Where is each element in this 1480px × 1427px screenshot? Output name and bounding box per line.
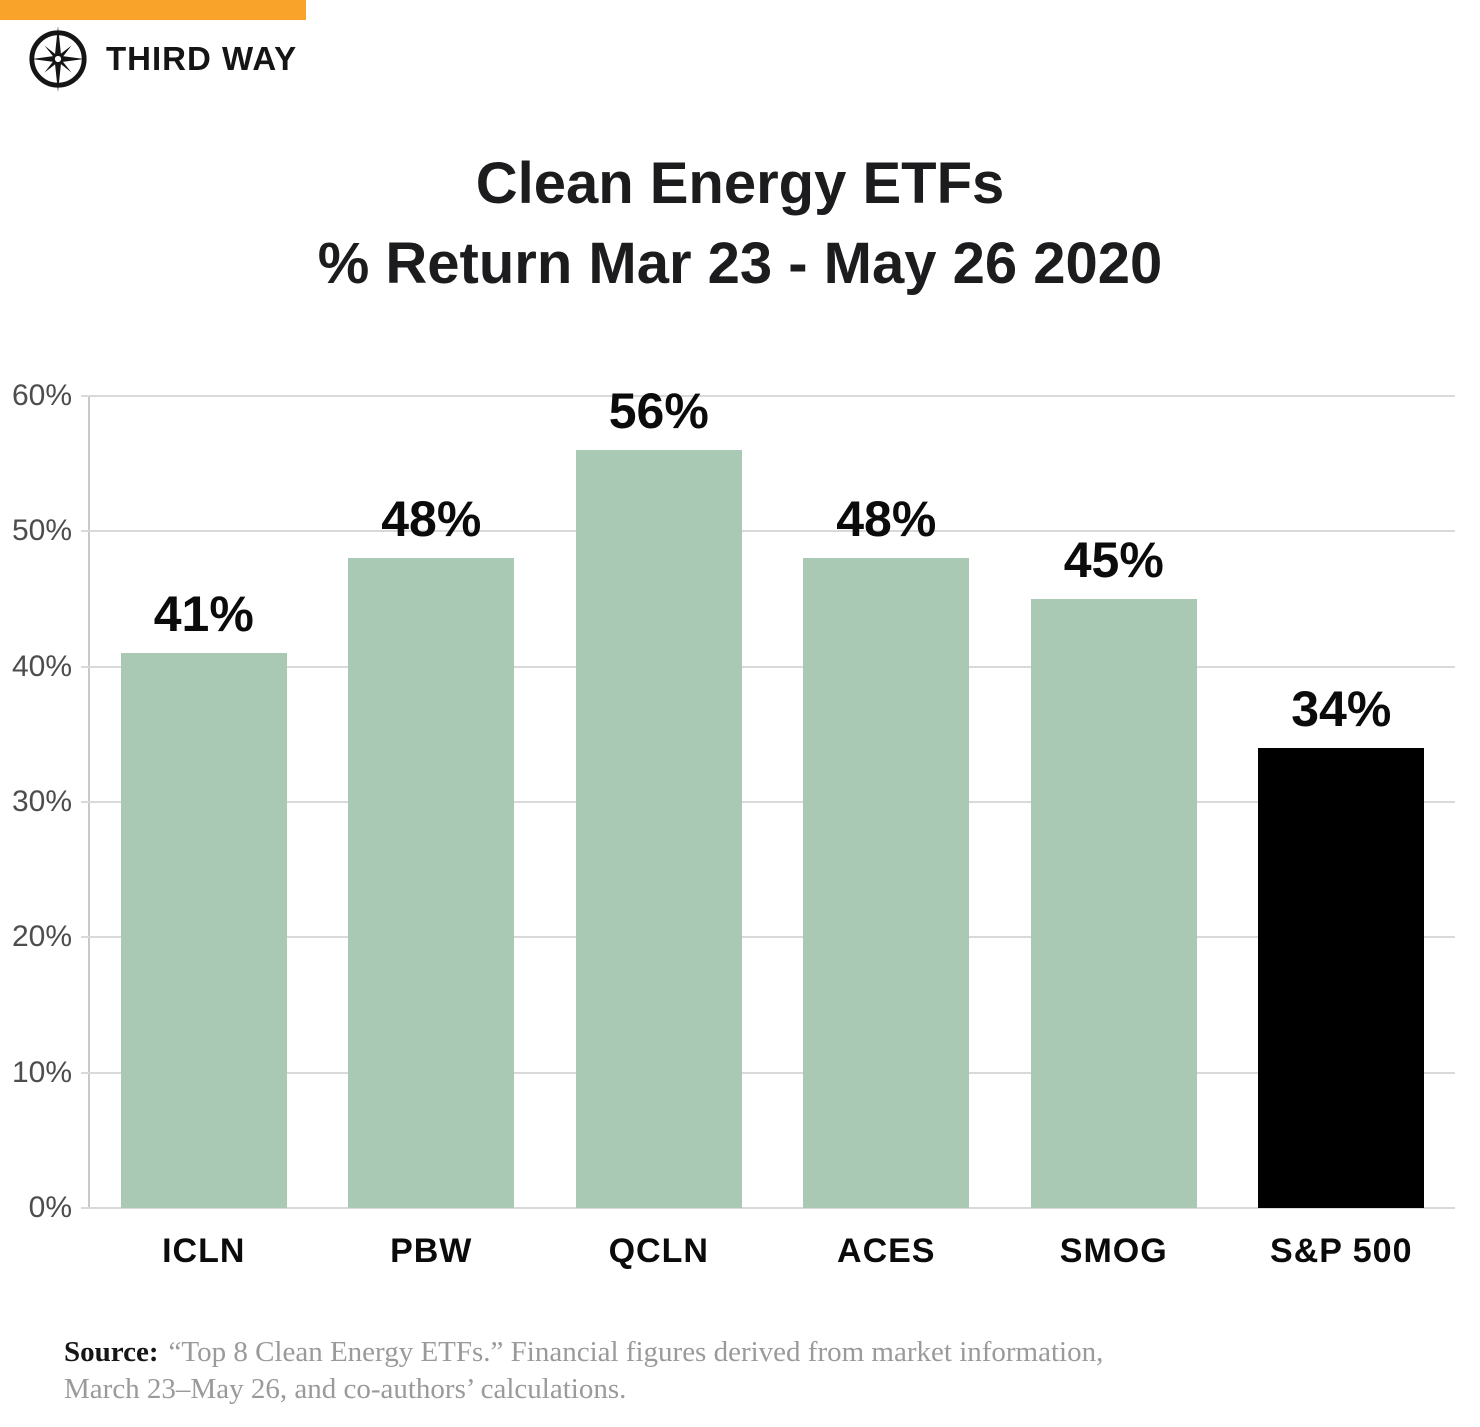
source-text-line2: March 23–May 26, and co-authors’ calcula… <box>64 1373 627 1405</box>
bar-pbw <box>348 558 515 1208</box>
gridline-0 <box>81 1207 1455 1209</box>
source-note: Source: “Top 8 Clean Energy ETFs.” Financ… <box>64 1334 1244 1408</box>
x-tick-label-s-p-500: S&P 500 <box>1270 1232 1413 1270</box>
x-tick-label-qcln: QCLN <box>608 1232 709 1270</box>
brand-accent-bar <box>0 0 306 20</box>
gridline-20 <box>81 936 1455 939</box>
bar-value-label-smog: 45% <box>1063 532 1164 588</box>
x-tick-label-aces: ACES <box>837 1232 936 1270</box>
compass-star-icon <box>29 26 87 92</box>
chart-title-line2: % Return Mar 23 - May 26 2020 <box>317 231 1163 296</box>
chart-title: Clean Energy ETFs % Return Mar 23 - May … <box>0 144 1480 304</box>
bar-qcln <box>575 450 742 1208</box>
y-tick-label-20: 20% <box>11 920 72 954</box>
x-tick-label-icln: ICLN <box>162 1232 246 1270</box>
bar-aces <box>803 558 970 1208</box>
bar-value-label-aces: 48% <box>836 491 937 548</box>
gridline-30 <box>81 801 1455 803</box>
bar-smog <box>1030 599 1197 1208</box>
gridline-10 <box>81 1071 1455 1074</box>
y-tick-label-40: 40% <box>11 649 72 683</box>
chart-title-line1: Clean Energy ETFs <box>475 151 1005 216</box>
x-tick-label-smog: SMOG <box>1059 1232 1168 1270</box>
brand-name: THIRD WAY <box>106 40 298 77</box>
y-tick-label-50: 50% <box>11 514 72 548</box>
plot-area: 0% 10% 20% 30% 40% 50% 60% 41% ICLN 48% PBW 56% QCLN… <box>12 379 1455 1270</box>
bar-value-label-s-p-500: 34% <box>1291 680 1392 737</box>
y-tick-label-60: 60% <box>11 379 72 412</box>
gridline-60 <box>81 395 1455 397</box>
source-text-line1: “Top 8 Clean Energy ETFs.” Financial fig… <box>168 1336 1104 1368</box>
gridline-50 <box>81 530 1455 533</box>
source-label: Source: <box>64 1336 159 1368</box>
x-tick-label-pbw: PBW <box>390 1232 473 1270</box>
y-tick-label-0: 0% <box>28 1191 72 1224</box>
bar-icln <box>120 653 287 1208</box>
bar-s-p-500 <box>1258 747 1425 1208</box>
y-tick-label-10: 10% <box>11 1055 72 1089</box>
bar-value-label-pbw: 48% <box>381 491 482 548</box>
bar-value-label-icln: 41% <box>153 586 254 643</box>
y-tick-label-30: 30% <box>11 785 72 818</box>
gridline-40 <box>81 665 1455 668</box>
bar-value-label-qcln: 56% <box>608 383 709 440</box>
source-line-1: Source: “Top 8 Clean Energy ETFs.” Financ… <box>64 1334 1244 1371</box>
brand-header: THIRD WAY <box>27 26 297 92</box>
